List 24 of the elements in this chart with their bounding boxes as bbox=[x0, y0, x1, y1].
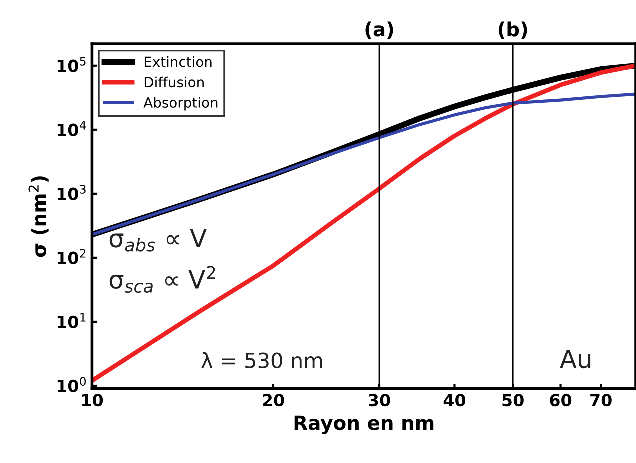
x-tick-label: 50 bbox=[502, 394, 524, 407]
x-tick-label: 30 bbox=[369, 394, 390, 407]
legend-label: Diffusion bbox=[144, 76, 204, 88]
x-tick-label: 20 bbox=[263, 394, 284, 407]
annotation: Au bbox=[560, 350, 591, 369]
ref-line-label: (b) bbox=[498, 22, 528, 40]
y-tick-label: 10$^{2}$ bbox=[58, 249, 86, 264]
x-tick-label: 60 bbox=[550, 394, 572, 407]
legend-label: Extinction bbox=[144, 56, 212, 68]
legend-label: Absorption bbox=[144, 97, 218, 111]
ref-line-label: (a) bbox=[366, 22, 394, 40]
y-tick-label: 10$^{3}$ bbox=[58, 185, 86, 200]
annotation: λ = 530 nm bbox=[202, 352, 322, 369]
y-tick-label: 10$^{4}$ bbox=[58, 121, 86, 136]
x-tick-label: 70 bbox=[590, 394, 612, 407]
y-axis-title: σ (nm$^{2}$) bbox=[28, 176, 49, 258]
annotation: σ$_{sca}$ ∝ V$^{2}$ bbox=[110, 266, 216, 294]
x-tick-label: 40 bbox=[444, 394, 466, 407]
y-tick-label: 10$^{0}$ bbox=[58, 377, 86, 392]
y-tick-label: 10$^{1}$ bbox=[58, 313, 86, 328]
x-tick-label: 10 bbox=[82, 394, 104, 407]
annotation: σ$_{abs}$ ∝ V bbox=[110, 229, 207, 252]
x-axis-title: Rayon en nm bbox=[294, 416, 434, 434]
y-tick-label: 10$^{5}$ bbox=[58, 57, 86, 72]
